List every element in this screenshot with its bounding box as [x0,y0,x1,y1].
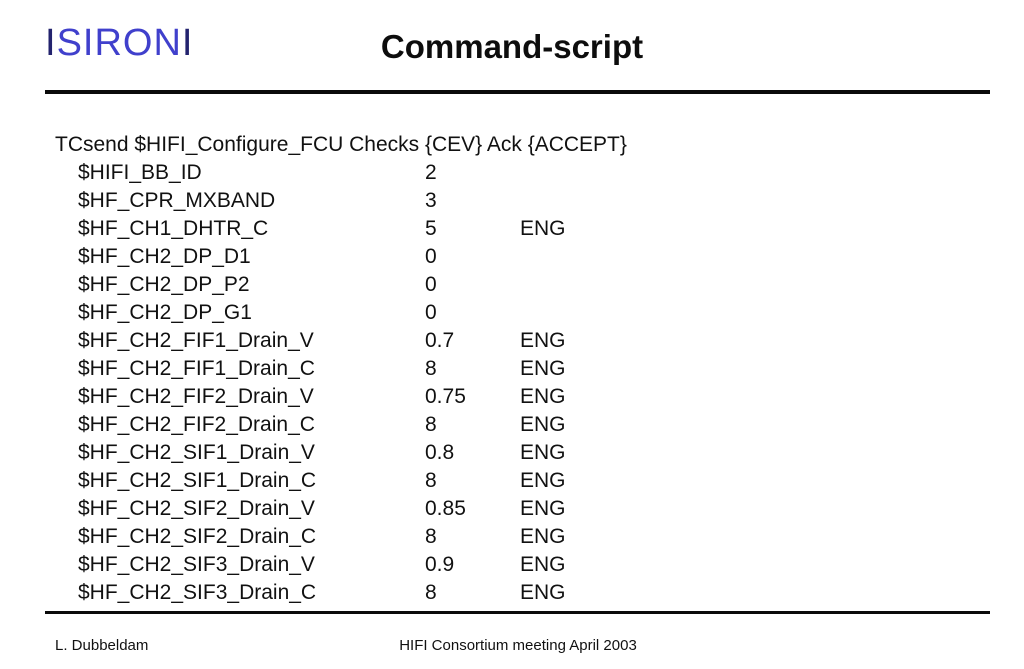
parameter-name: $HF_CH2_FIF1_Drain_V [78,329,314,352]
parameter-name: $HF_CH2_FIF2_Drain_V [78,385,314,408]
parameter-name: $HF_CH1_DHTR_C [78,217,269,240]
parameter-unit: ENG [520,525,566,548]
parameter-row: $HF_CH2_DP_P2 0 [55,271,990,299]
parameter-row: $HF_CH2_SIF3_Drain_V 0.9 ENG [55,551,990,579]
parameter-name: $HF_CPR_MXBAND [78,189,276,212]
parameter-value: 0.85 [425,497,466,520]
parameter-unit: ENG [520,441,566,464]
parameter-row: $HF_CH2_SIF3_Drain_C 8 ENG [55,579,990,607]
parameter-name: $HF_CH2_SIF1_Drain_C [78,469,317,492]
parameter-row: $HF_CPR_MXBAND 3 [55,187,990,215]
parameter-value: 8 [425,525,437,548]
slide-title: Command-script [380,28,644,65]
parameter-name: $HF_CH2_SIF1_Drain_V [78,441,315,464]
parameter-unit: ENG [520,329,566,352]
parameter-value: 8 [425,469,437,492]
parameter-value: 0 [425,301,437,324]
header-divider [45,90,990,94]
parameter-value: 8 [425,357,437,380]
parameter-name: $HF_CH2_SIF3_Drain_C [78,581,317,604]
parameter-name: $HF_CH2_SIF2_Drain_C [78,525,317,548]
parameter-value: 0.8 [425,441,455,464]
parameter-unit: ENG [520,413,566,436]
parameter-value: 2 [425,161,437,184]
parameter-name: $HF_CH2_FIF1_Drain_C [78,357,315,380]
parameter-row: $HF_CH2_SIF1_Drain_V 0.8 ENG [55,439,990,467]
parameter-row: $HF_CH2_SIF2_Drain_V 0.85 ENG [55,495,990,523]
footer-author: L. Dubbeldam [55,637,149,654]
parameter-name: $HF_CH2_DP_P2 [78,273,250,296]
parameter-name: $HF_CH2_SIF3_Drain_V [78,553,315,576]
parameter-row: $HF_CH2_FIF2_Drain_C 8 ENG [55,411,990,439]
footer-divider [45,611,990,614]
parameter-unit: ENG [520,217,566,240]
command-header-line: TCsend $HIFI_Configure_FCU Checks {CEV} … [55,133,627,156]
parameter-value: 0.9 [425,553,455,576]
company-logo: ISIRONI [45,24,193,62]
parameter-row: $HIFI_BB_ID 2 [55,159,990,187]
parameter-row: $HF_CH2_DP_D1 0 [55,243,990,271]
parameter-row: $HF_CH2_FIF1_Drain_V 0.7 ENG [55,327,990,355]
parameter-value: 5 [425,217,437,240]
parameter-unit: ENG [520,581,566,604]
parameter-name: $HF_CH2_DP_D1 [78,245,251,268]
parameter-unit: ENG [520,553,566,576]
logo-bar-right: I [181,22,194,64]
parameter-unit: ENG [520,469,566,492]
parameter-name: $HF_CH2_DP_G1 [78,301,252,324]
parameter-value: 0 [425,273,437,296]
parameter-value: 0.7 [425,329,455,352]
parameter-row: $HF_CH2_DP_G1 0 [55,299,990,327]
parameter-value: 3 [425,189,437,212]
parameter-value: 0 [425,245,437,268]
footer-meeting: HIFI Consortium meeting April 2003 [399,637,637,654]
parameter-value: 8 [425,581,437,604]
parameter-row: $HF_CH2_FIF1_Drain_C 8 ENG [55,355,990,383]
parameter-row: $HF_CH2_FIF2_Drain_V 0.75 ENG [55,383,990,411]
logo-wordmark: SIRON [56,22,182,64]
parameter-name: $HIFI_BB_ID [78,161,202,184]
parameter-row: $HF_CH1_DHTR_C 5 ENG [55,215,990,243]
logo-bar-left: I [45,22,57,64]
parameter-row: $HF_CH2_SIF1_Drain_C 8 ENG [55,467,990,495]
parameter-name: $HF_CH2_SIF2_Drain_V [78,497,315,520]
command-script-block: TCsend $HIFI_Configure_FCU Checks {CEV} … [55,131,990,607]
parameter-unit: ENG [520,357,566,380]
command-rows: $HIFI_BB_ID 2 $HF_CPR_MXBAND 3 $HF_CH1_D… [55,159,990,607]
parameter-unit: ENG [520,385,566,408]
parameter-value: 0.75 [425,385,466,408]
parameter-name: $HF_CH2_FIF2_Drain_C [78,413,315,436]
parameter-row: $HF_CH2_SIF2_Drain_C 8 ENG [55,523,990,551]
parameter-unit: ENG [520,497,566,520]
parameter-value: 8 [425,413,437,436]
